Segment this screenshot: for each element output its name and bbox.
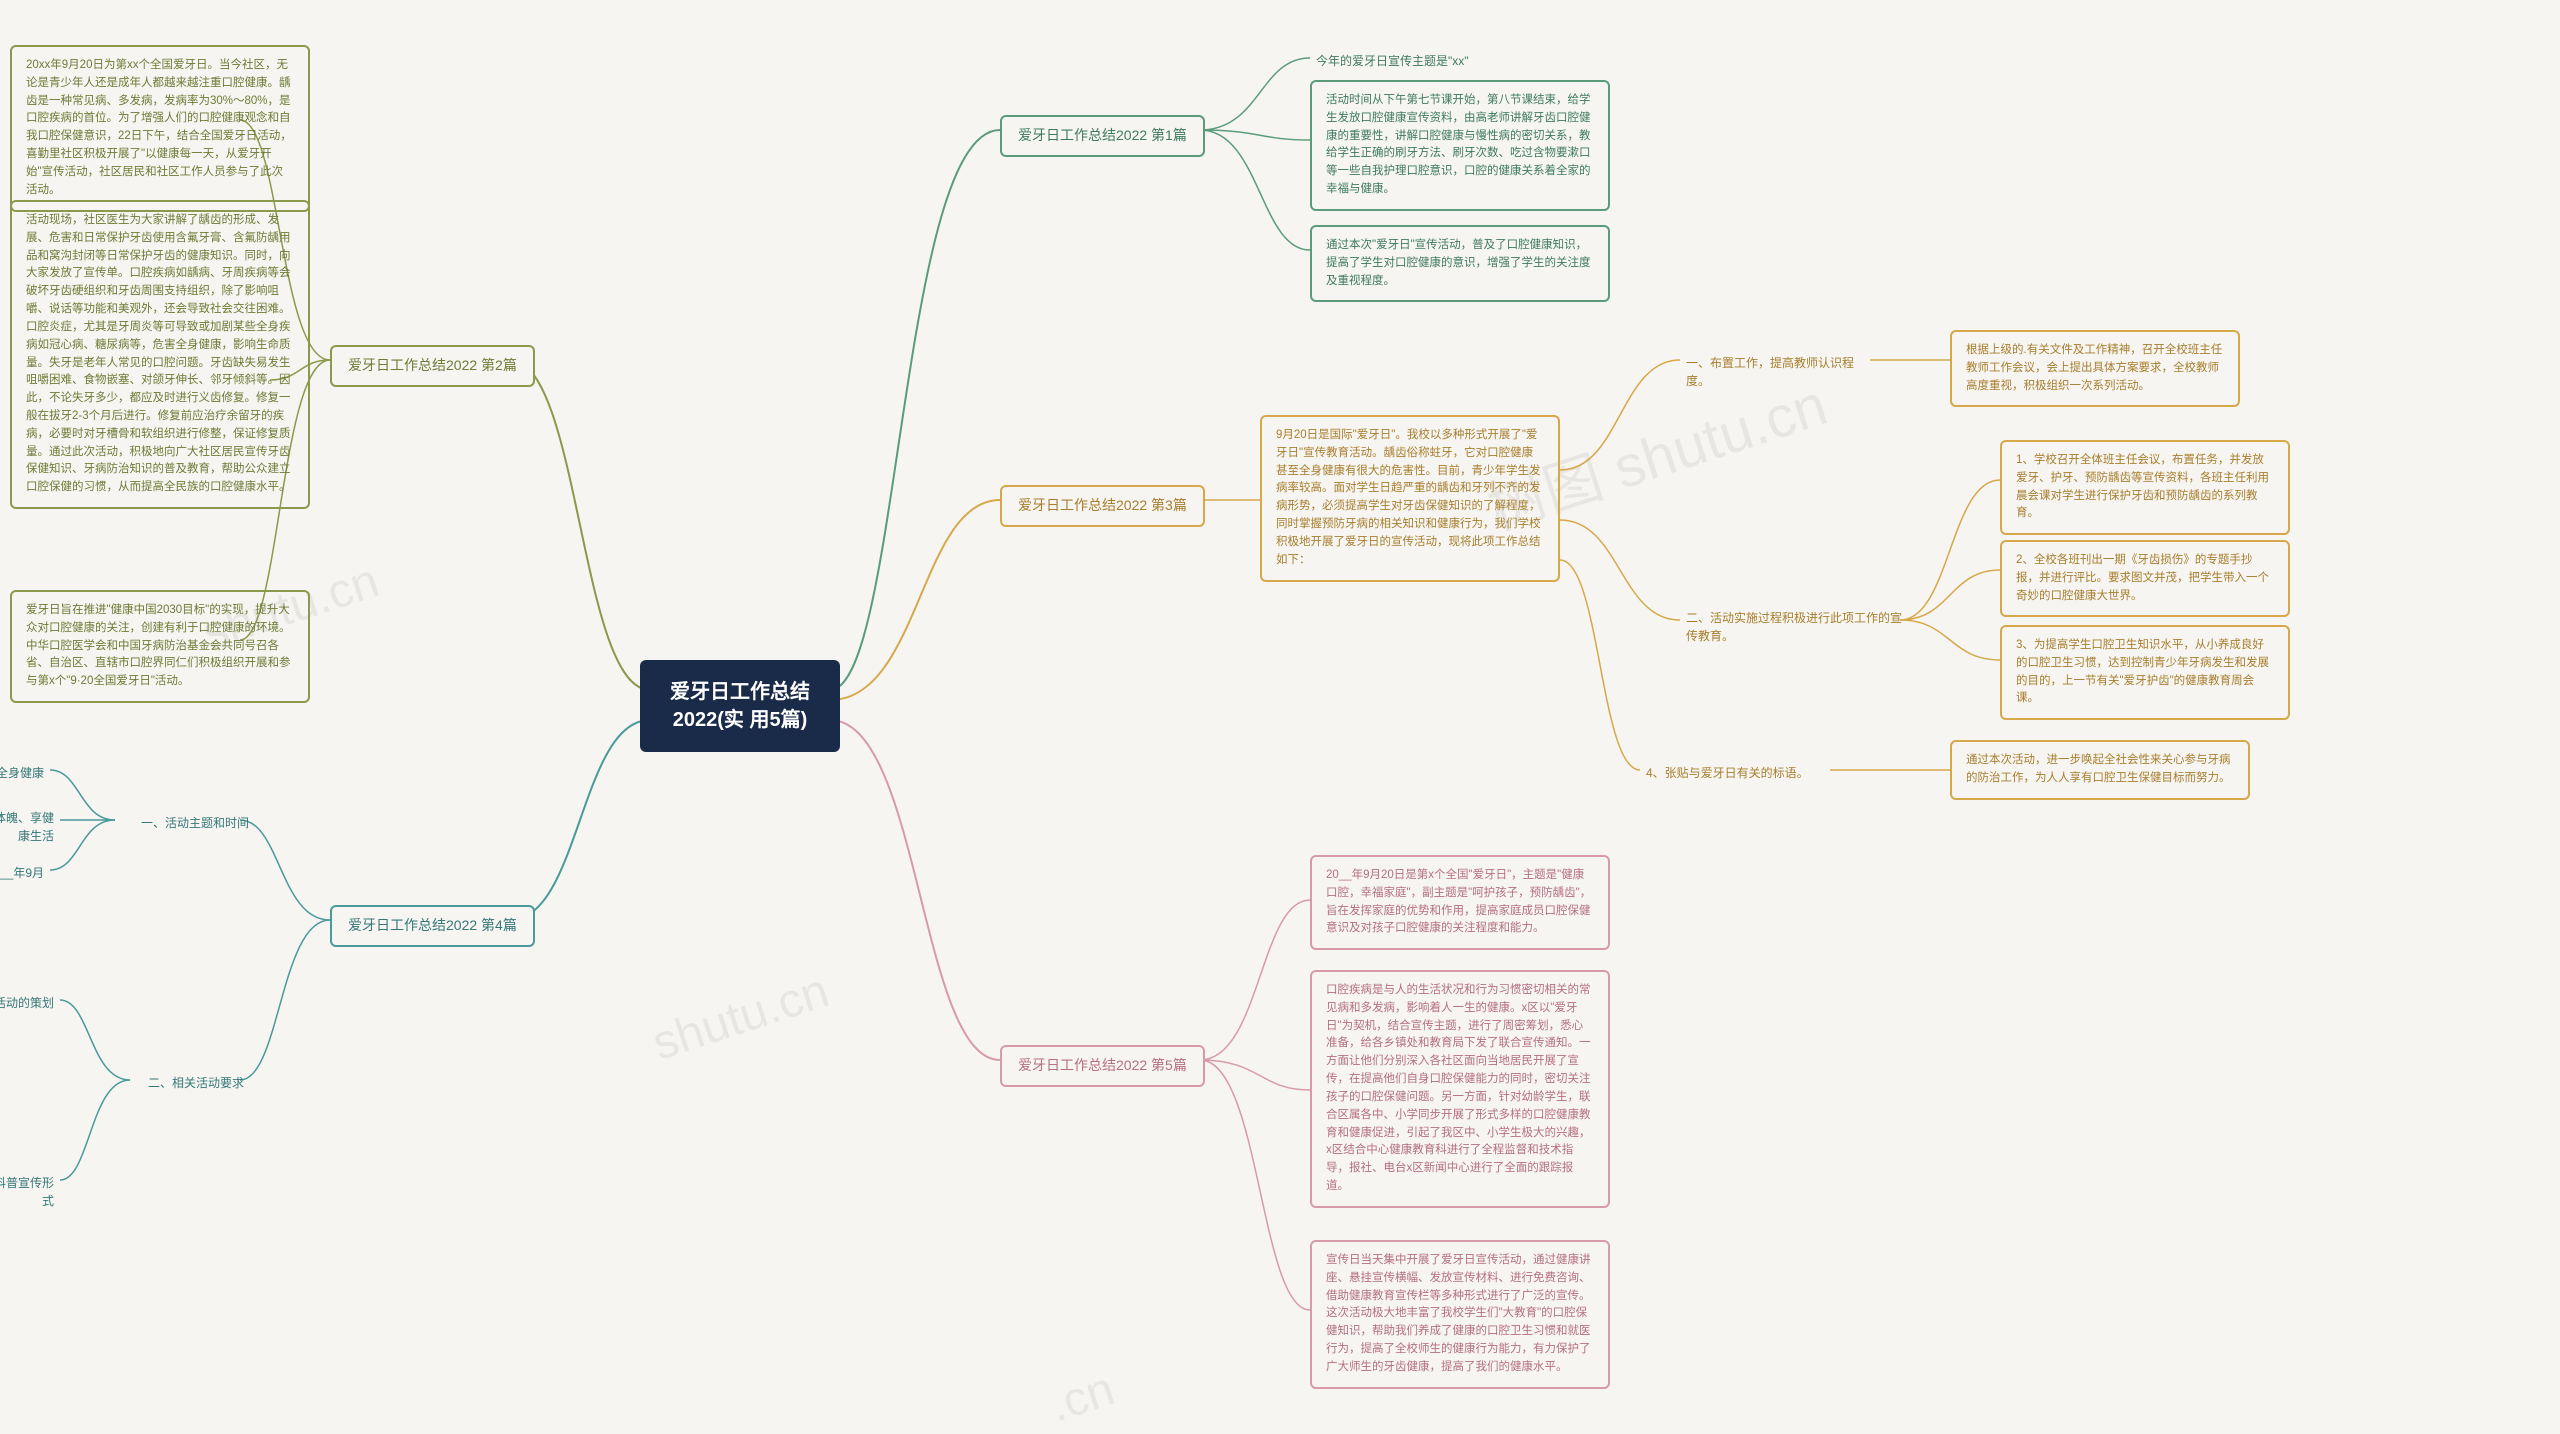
b1-leaf-1: 今年的爱牙日宣传主题是"xx" <box>1310 48 1510 74</box>
b4-s1-i2: 副主题：护健康口腔、助健康体魄、享健康生活 <box>0 805 60 849</box>
b3-s1-label: 一、布置工作，提高教师认识程度。 <box>1680 350 1880 394</box>
b2-leaf-1: 20xx年9月20日为第xx个全国爱牙日。当今社区，无论是青少年人还是成年人都越… <box>10 45 310 212</box>
branch-5: 爱牙日工作总结2022 第5篇 <box>1000 1045 1205 1087</box>
b3-intro: 9月20日是国际"爱牙日"。我校以多种形式开展了"爱牙日"宣传教育活动。龋齿俗称… <box>1260 415 1560 582</box>
b3-s2-i2: 2、全校各班刊出一期《牙齿损伤》的专题手抄报，并进行评比。要求图文并茂，把学生带… <box>2000 540 2290 617</box>
branch-2: 爱牙日工作总结2022 第2篇 <box>330 345 535 387</box>
b3-s2-label: 二、活动实施过程积极进行此项工作的宣传教育。 <box>1680 605 1910 649</box>
branch-1: 爱牙日工作总结2022 第1篇 <box>1000 115 1205 157</box>
watermark: .cn <box>1043 1361 1121 1433</box>
branch-4: 爱牙日工作总结2022 第4篇 <box>330 905 535 947</box>
b3-s2-i4: 通过本次活动，进一步唤起全社会性来关心参与牙病的防治工作，为人人享有口腔卫生保健… <box>1950 740 2250 800</box>
b4-s2-label: 二、相关活动要求 <box>130 1070 250 1096</box>
b2-leaf-3: 爱牙日旨在推进"健康中国2030目标"的实现，提升大众对口腔健康的关注，创建有利… <box>10 590 310 703</box>
b4-s1-i1: 活动主题：口腔健康全身健康 <box>0 760 50 786</box>
b3-s2-i1: 1、学校召开全体班主任会议，布置任务，并发放爱牙、护牙、预防龋齿等宣传资料，各班… <box>2000 440 2290 535</box>
b3-s4-label: 4、张贴与爱牙日有关的标语。 <box>1640 760 1840 786</box>
b4-s2-sub1-label: (一)爱牙日活动的策划 <box>0 990 60 1016</box>
b3-s1-text: 根据上级的.有关文件及工作精神，召开全校班主任教师工作会议，会上提出具体方案要求… <box>1950 330 2240 407</box>
b4-s1-i3: 活动时间：20__年9月 <box>0 860 50 886</box>
b5-leaf-3: 宣传日当天集中开展了爱牙日宣传活动，通过健康讲座、悬挂宣传横幅、发放宣传材料、进… <box>1310 1240 1610 1389</box>
b2-leaf-2: 活动现场，社区医生为大家讲解了龋齿的形成、发展、危害和日常保护牙齿使用含氟牙膏、… <box>10 200 310 509</box>
b4-s2-sub2-label: (二)口腔健康科普宣传形式 <box>0 1170 60 1214</box>
b5-leaf-2: 口腔疾病是与人的生活状况和行为习惯密切相关的常见病和多发病，影响着人一生的健康。… <box>1310 970 1610 1208</box>
watermark: shutu.cn <box>646 963 836 1071</box>
b4-s1-label: 一、活动主题和时间 <box>115 810 255 836</box>
branch-3: 爱牙日工作总结2022 第3篇 <box>1000 485 1205 527</box>
b1-leaf-2: 活动时间从下午第七节课开始，第八节课结束，给学生发放口腔健康宣传资料，由高老师讲… <box>1310 80 1610 211</box>
b5-leaf-1: 20__年9月20日是第x个全国"爱牙日"，主题是"健康口腔，幸福家庭"，副主题… <box>1310 855 1610 950</box>
b1-leaf-3: 通过本次"爱牙日"宣传活动，普及了口腔健康知识，提高了学生对口腔健康的意识，增强… <box>1310 225 1610 302</box>
root-node: 爱牙日工作总结2022(实 用5篇) <box>640 660 840 752</box>
b3-s2-i3: 3、为提高学生口腔卫生知识水平，从小养成良好的口腔卫生习惯，达到控制青少年牙病发… <box>2000 625 2290 720</box>
